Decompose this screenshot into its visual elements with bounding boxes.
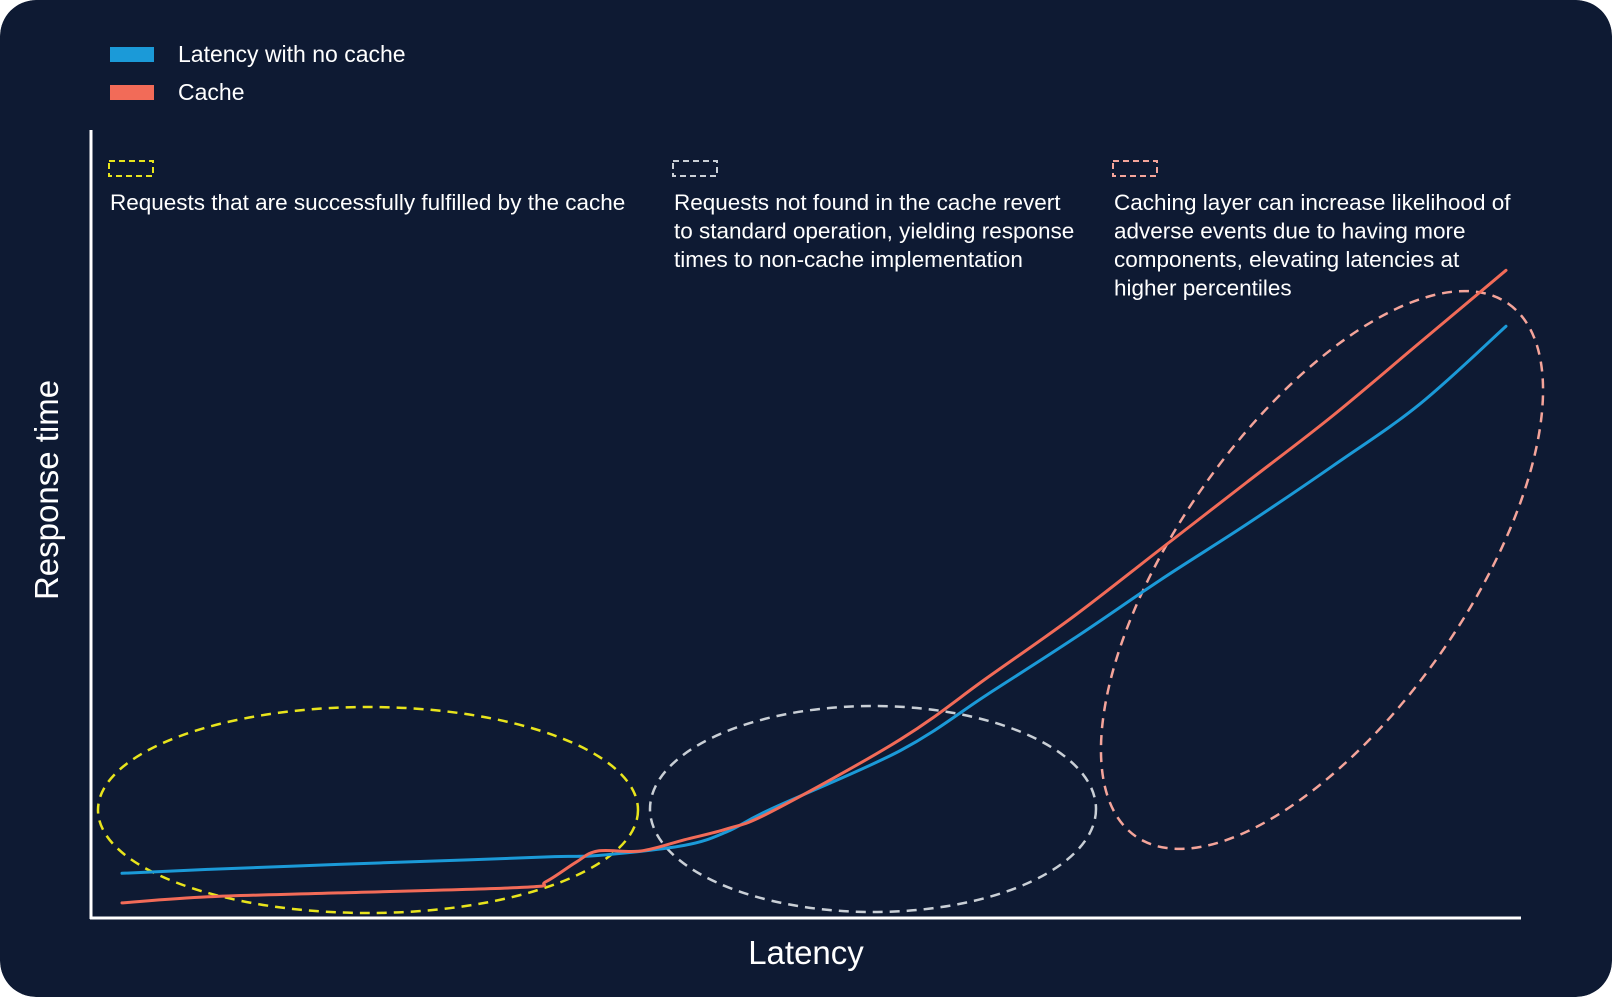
note-line: to standard operation, yielding response — [674, 219, 1074, 244]
note-text-tail-latency: Caching layer can increase likelihood of… — [1114, 190, 1511, 301]
legend-swatch-no-cache — [110, 47, 154, 62]
x-axis-label: Latency — [748, 934, 864, 971]
note-line: Requests not found in the cache revert — [674, 190, 1061, 215]
note-swatch-tail-latency — [1112, 160, 1158, 177]
region-ellipse-tail-latency — [1099, 289, 1545, 851]
legend-swatch-cache — [110, 85, 154, 100]
y-axis-label: Response time — [28, 380, 65, 600]
note-line: components, elevating latencies at — [1114, 247, 1460, 272]
note-swatch-cache-hit — [108, 160, 154, 177]
note-line: higher percentiles — [1114, 276, 1292, 301]
note-line: Caching layer can increase likelihood of — [1114, 190, 1511, 215]
series-line-cache — [120, 268, 1508, 905]
region-ellipse-cache-miss — [648, 704, 1098, 914]
legend-label-no-cache: Latency with no cache — [178, 41, 406, 67]
region-ellipse-cache-hit — [96, 705, 640, 915]
note-text-cache-miss: Requests not found in the cache revert to… — [674, 190, 1074, 272]
note-swatch-cache-miss — [672, 160, 718, 177]
note-line: adverse events due to having more — [1114, 219, 1465, 244]
legend-label-cache: Cache — [178, 79, 244, 105]
note-line: Requests that are successfully fulfilled… — [110, 190, 625, 215]
legend: Latency with no cache Cache — [110, 41, 406, 105]
note-text-cache-hit: Requests that are successfully fulfilled… — [110, 190, 625, 215]
note-line: times to non-cache implementation — [674, 247, 1023, 272]
